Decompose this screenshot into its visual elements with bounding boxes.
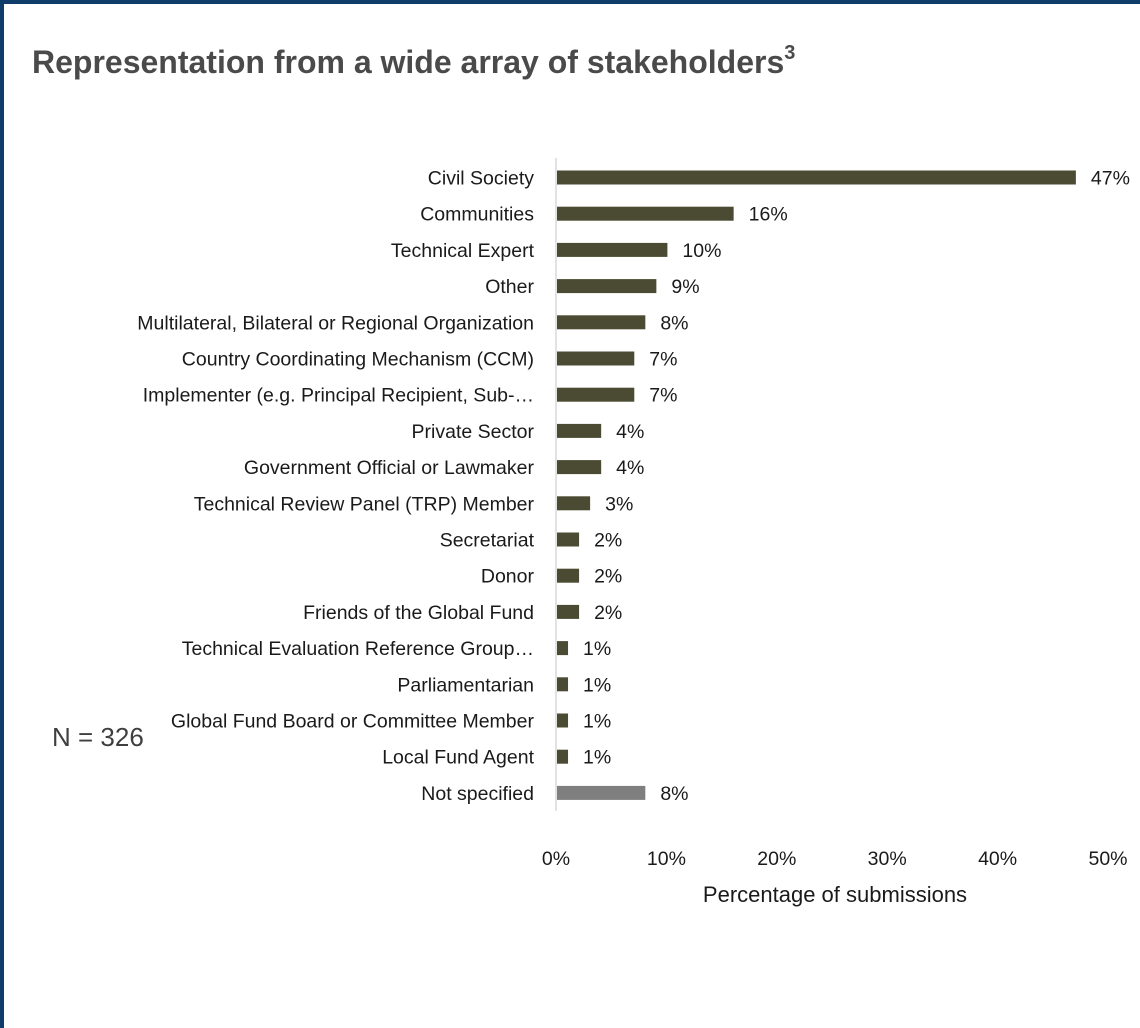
category-label: Civil Society [428,168,534,190]
bar-5 [557,351,635,366]
bar-6 [557,387,635,402]
data-label: 1% [583,674,611,696]
bar-9 [557,496,591,511]
x-tick-label: 30% [868,848,907,870]
bar-17 [557,785,646,800]
x-tick-label: 0% [542,848,570,870]
category-label: Technical Review Panel (TRP) Member [194,493,535,515]
category-label: Friends of the Global Fund [303,602,534,624]
x-tick-label: 20% [757,848,796,870]
chart-title: Representation from a wide array of stak… [32,42,796,81]
bar-15 [557,713,569,728]
category-label: Other [485,276,534,298]
category-label: Private Sector [412,421,535,443]
data-label: 4% [616,421,644,443]
category-label: Technical Expert [391,240,535,262]
bar-2 [557,242,668,257]
data-label: 10% [682,240,721,262]
category-label: Technical Evaluation Reference Group… [182,638,534,660]
category-label: Global Fund Board or Committee Member [171,711,535,733]
data-label: 2% [594,566,622,588]
bar-12 [557,604,580,619]
bar-4 [557,315,646,330]
category-label: Country Coordinating Mechanism (CCM) [182,349,534,371]
data-label: 2% [594,602,622,624]
chart-title-text: Representation from a wide array of stak… [32,44,785,80]
category-label: Local Fund Agent [382,747,534,769]
x-tick-label: 40% [978,848,1017,870]
data-label: 16% [749,204,788,226]
footnote-marker: 3 [784,42,796,65]
bar-8 [557,460,602,475]
data-label: 8% [660,783,688,805]
bar-1 [557,206,734,221]
data-label: 8% [660,312,688,334]
value-labels-group: 47%16%10%9%8%7%7%4%4%3%2%2%2%1%1%1%1%8% [583,168,1130,805]
x-axis-label: Percentage of submissions [703,882,967,907]
data-label: 1% [583,747,611,769]
bars-group [557,170,1076,800]
category-label: Secretariat [440,530,535,552]
bar-7 [557,423,602,438]
category-label: Multilateral, Bilateral or Regional Orga… [137,312,534,334]
data-label: 7% [649,385,677,407]
bar-3 [557,279,657,294]
category-label: Communities [420,204,534,226]
data-label: 7% [649,349,677,371]
data-label: 3% [605,493,633,515]
x-tick-labels-group: 0% 10% 20% 30% 40% 50% [542,848,1128,870]
data-label: 2% [594,530,622,552]
category-labels-group: Civil Society Communities Technical Expert… [137,168,534,805]
sample-size-note: N = 326 [52,722,144,752]
data-label: 4% [616,457,644,479]
data-label: 1% [583,711,611,733]
category-label: Not specified [421,783,534,805]
x-tick-label: 50% [1088,848,1127,870]
bar-10 [557,532,580,547]
bar-11 [557,568,580,583]
category-label: Parliamentarian [397,674,534,696]
data-label: 9% [671,276,699,298]
x-tick-label: 10% [647,848,686,870]
category-label: Government Official or Lawmaker [244,457,535,479]
bar-13 [557,641,569,656]
data-label: 1% [583,638,611,660]
category-label: Implementer (e.g. Principal Recipient, S… [143,385,534,407]
bar-0 [557,170,1076,185]
category-label: Donor [481,566,535,588]
bar-14 [557,677,569,692]
bar-16 [557,749,569,764]
data-label: 47% [1091,168,1130,190]
